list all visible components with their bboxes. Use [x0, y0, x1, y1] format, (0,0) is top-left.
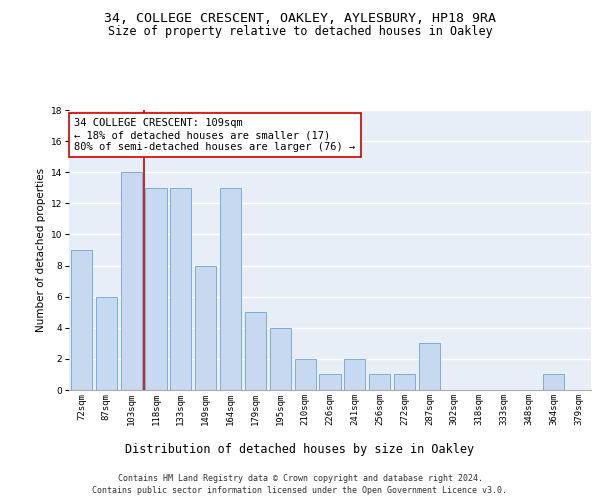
Bar [270, 328, 291, 390]
Y-axis label: Number of detached properties: Number of detached properties [37, 168, 46, 332]
Text: Distribution of detached houses by size in Oakley: Distribution of detached houses by size … [125, 442, 475, 456]
Bar [145, 188, 167, 390]
Bar [245, 312, 266, 390]
Text: 34 COLLEGE CRESCENT: 109sqm
← 18% of detached houses are smaller (17)
80% of sem: 34 COLLEGE CRESCENT: 109sqm ← 18% of det… [74, 118, 355, 152]
Bar [394, 374, 415, 390]
Text: Contains HM Land Registry data © Crown copyright and database right 2024.: Contains HM Land Registry data © Crown c… [118, 474, 482, 483]
Bar [295, 359, 316, 390]
Text: 34, COLLEGE CRESCENT, OAKLEY, AYLESBURY, HP18 9RA: 34, COLLEGE CRESCENT, OAKLEY, AYLESBURY,… [104, 12, 496, 26]
Bar [344, 359, 365, 390]
Bar [121, 172, 142, 390]
Bar [220, 188, 241, 390]
Bar [195, 266, 216, 390]
Bar [319, 374, 341, 390]
Bar [369, 374, 390, 390]
Bar [71, 250, 92, 390]
Bar [419, 344, 440, 390]
Bar [170, 188, 191, 390]
Text: Size of property relative to detached houses in Oakley: Size of property relative to detached ho… [107, 25, 493, 38]
Bar [96, 296, 117, 390]
Text: Contains public sector information licensed under the Open Government Licence v3: Contains public sector information licen… [92, 486, 508, 495]
Bar [543, 374, 564, 390]
